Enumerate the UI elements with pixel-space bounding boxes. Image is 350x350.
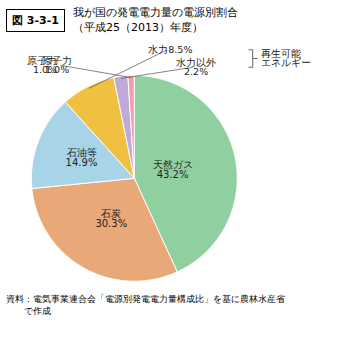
svg-text:水力8.5%: 水力8.5%	[148, 44, 192, 55]
svg-text:水力以外2.2%: 水力以外2.2%	[176, 56, 216, 77]
svg-text:石油等14.9%: 石油等14.9%	[66, 147, 98, 168]
svg-text:再生可能エネルギー: 再生可能エネルギー	[261, 48, 311, 69]
svg-text:石炭30.3%: 石炭30.3%	[95, 207, 127, 228]
svg-text:天然ガス43.2%: 天然ガス43.2%	[153, 159, 193, 180]
svg-text:原子力1.0%: 原子力1.0%	[27, 54, 57, 75]
